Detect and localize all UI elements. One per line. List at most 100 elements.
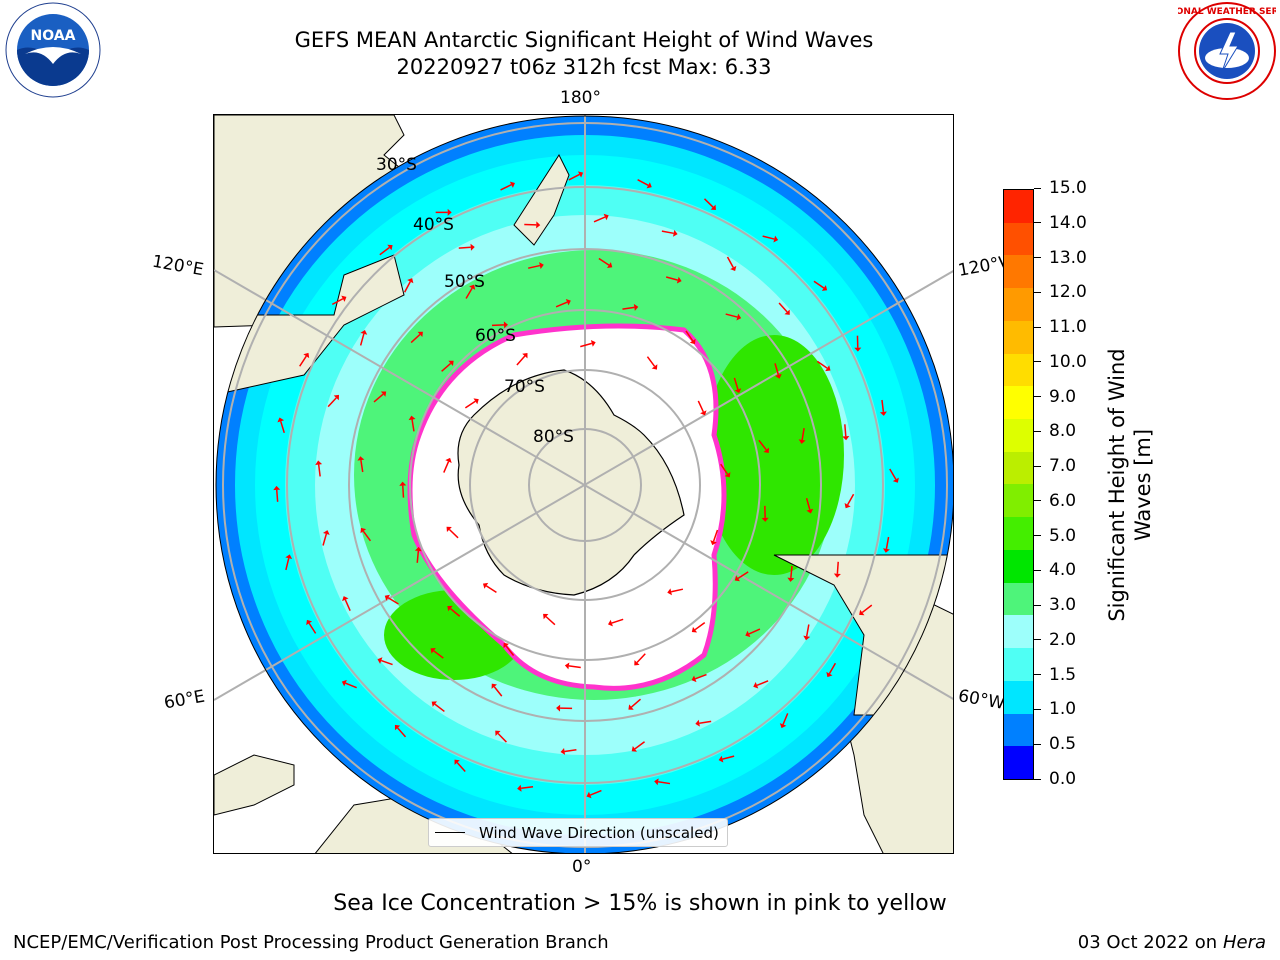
wave-arrow xyxy=(299,355,307,367)
colorbar-segment xyxy=(1004,713,1033,747)
wave-arrow xyxy=(636,653,646,663)
wave-arrow-head xyxy=(417,331,423,338)
wave-arrow-head xyxy=(447,208,452,216)
wave-arrow-head xyxy=(787,577,795,582)
wave-arrow-head xyxy=(773,235,779,243)
wave-arrow-head xyxy=(676,276,682,284)
legend-text: Wind Wave Direction (unscaled) xyxy=(479,823,719,842)
wave-arrow xyxy=(881,399,885,412)
colorbar-segment xyxy=(1004,320,1033,354)
wave-arrow xyxy=(885,536,890,549)
wave-arrow xyxy=(275,489,279,502)
wave-arrow xyxy=(545,616,556,626)
lat-label-80: 80°S xyxy=(533,427,574,447)
wave-arrow xyxy=(622,306,635,310)
wave-arrow-head xyxy=(482,582,489,589)
colorbar-segment xyxy=(1004,255,1033,289)
wave-arrow xyxy=(403,281,411,293)
wave-arrow xyxy=(694,622,706,631)
colorbar-segment xyxy=(1004,419,1033,452)
wave-direction-arrows xyxy=(273,171,899,799)
wave-arrow xyxy=(568,665,581,669)
wave-arrow-head xyxy=(833,573,841,578)
wave-arrow-head xyxy=(691,626,698,633)
noaa-logo-text: NOAA xyxy=(31,28,76,44)
wave-arrow xyxy=(737,571,749,579)
wave-arrow xyxy=(828,662,837,675)
chart-title: GEFS MEAN Antarctic Significant Height o… xyxy=(294,28,874,52)
colorbar-tick-label: 10.0 xyxy=(1034,353,1087,371)
wave-arrow-head xyxy=(775,373,782,379)
wave-arrow-head xyxy=(315,460,323,465)
colorbar-label: Significant Height of Wind Waves [m] xyxy=(1104,348,1156,621)
wave-arrow xyxy=(695,673,707,680)
wave-arrow-head xyxy=(503,642,509,649)
wave-arrow-head xyxy=(821,285,828,291)
lon-label-bottom: 0° xyxy=(572,857,592,877)
wave-arrow xyxy=(782,713,789,725)
wave-arrow xyxy=(568,173,580,181)
wave-arrow xyxy=(778,302,788,313)
colorbar-tick-label: 13.0 xyxy=(1034,249,1087,267)
wave-arrow xyxy=(671,588,684,593)
wave-arrow-head xyxy=(691,675,697,683)
wave-arrow-head xyxy=(718,755,724,763)
wave-arrow xyxy=(327,397,337,408)
wave-arrow-head xyxy=(564,662,570,670)
footer-host: Hera xyxy=(1222,932,1266,953)
colorbar-segment xyxy=(1004,222,1033,256)
wave-arrow xyxy=(756,680,769,687)
wave-arrow xyxy=(758,439,767,451)
wave-arrow xyxy=(345,682,357,689)
noaa-logo: NOAA xyxy=(5,2,101,98)
wave-arrow-head xyxy=(522,353,528,359)
wave-arrow xyxy=(434,703,445,713)
wave-arrow-head xyxy=(357,456,365,461)
wave-arrow-head xyxy=(826,671,833,678)
wave-arrow xyxy=(331,298,344,306)
wave-arrow-head xyxy=(724,472,731,478)
wave-arrow xyxy=(658,781,671,785)
wave-arrow-head xyxy=(448,360,454,367)
wave-arrow-head xyxy=(646,182,652,189)
colorbar-tick-label: 6.0 xyxy=(1034,492,1076,510)
wave-arrow xyxy=(634,741,645,750)
colorbar-label-line1: Significant Height of Wind xyxy=(1105,348,1129,622)
wave-arrow xyxy=(801,427,805,441)
wave-arrow xyxy=(726,256,734,268)
footer-producer: NCEP/EMC/Verification Post Processing Pr… xyxy=(13,932,609,953)
wave-arrow xyxy=(637,179,649,186)
wave-arrow xyxy=(861,604,873,614)
wave-arrow xyxy=(846,493,855,506)
graticule xyxy=(214,115,953,853)
wave-arrow xyxy=(458,246,471,249)
wave-arrow xyxy=(790,565,793,579)
wave-arrow xyxy=(360,460,364,473)
wave-arrow-head xyxy=(695,719,700,727)
wave-arrow xyxy=(564,748,577,753)
wave-arrow-head xyxy=(730,265,737,272)
polar-map: 30°S 40°S 50°S 60°S 70°S 80°S xyxy=(214,115,953,853)
colorbar-tick-label: 11.0 xyxy=(1034,319,1087,336)
wave-arrow xyxy=(720,463,729,475)
wave-arrow-head xyxy=(633,303,639,311)
wave-arrow-head xyxy=(825,365,831,372)
wave-arrow xyxy=(373,393,384,403)
wave-arrow xyxy=(521,785,534,790)
wave-arrow xyxy=(397,727,407,738)
wave-arrow-head xyxy=(273,485,281,491)
wave-arrow-head xyxy=(454,759,460,765)
wave-arrow xyxy=(308,622,317,634)
wave-arrow-head xyxy=(303,352,310,359)
wave-arrow xyxy=(491,324,505,327)
wave-arrow-head xyxy=(341,679,347,687)
colorbar-segment xyxy=(1004,386,1033,420)
lat-label-40: 40°S xyxy=(413,215,454,235)
wave-arrow-head xyxy=(407,278,414,284)
wave-arrow-head xyxy=(798,439,806,444)
wave-arrow-head xyxy=(509,181,515,188)
wave-arrow-head xyxy=(710,204,716,210)
wave-arrow xyxy=(485,585,497,593)
wave-arrow xyxy=(387,597,399,605)
colorbar-tick-label: 8.0 xyxy=(1034,423,1076,440)
